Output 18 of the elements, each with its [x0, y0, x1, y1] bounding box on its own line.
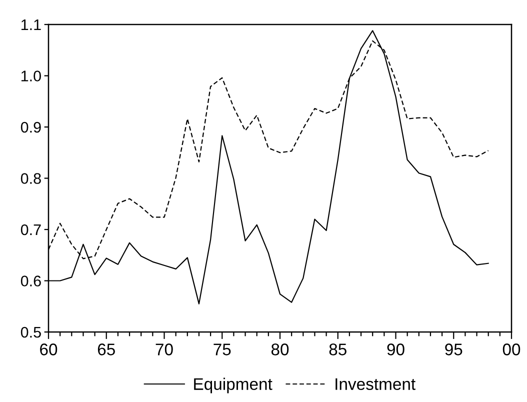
x-tick-label: 00 [502, 344, 520, 356]
y-tick-label: 0.7 [20, 224, 41, 236]
x-tick-label: 80 [271, 344, 289, 356]
y-tick-label: 0.6 [20, 276, 41, 286]
x-tick-label: 85 [329, 344, 346, 356]
x-tick-label: 95 [445, 344, 462, 356]
x-tick-label: 75 [214, 344, 231, 356]
x-tick-label: 60 [40, 344, 58, 356]
legend-label: Equipment [194, 378, 272, 394]
y-tick-label: 1.0 [21, 70, 41, 82]
legend-label: Investment [336, 378, 416, 390]
x-tick-label: 90 [387, 344, 404, 356]
y-tick-label: 0.5 [20, 326, 41, 338]
y-tick-label: 1.1 [21, 20, 41, 30]
x-tick-label: 65 [98, 344, 115, 356]
x-tick-label: 70 [156, 344, 173, 356]
y-tick-label: 0.9 [20, 122, 41, 133]
y-tick-label: 0.8 [20, 173, 41, 184]
